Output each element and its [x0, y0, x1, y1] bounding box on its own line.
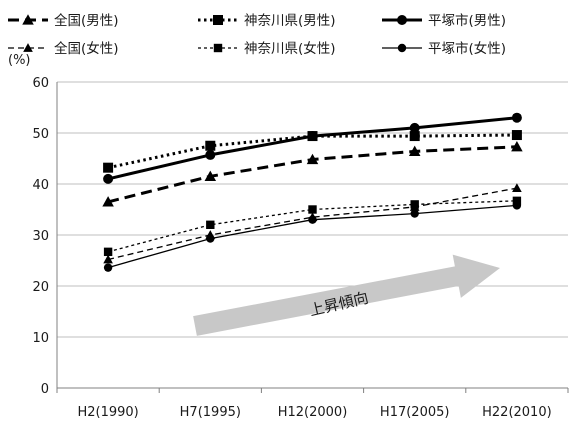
- data-point: [512, 201, 522, 210]
- data-point: [512, 183, 522, 192]
- data-point: [205, 149, 216, 160]
- x-tick-label: H22(2010): [482, 405, 552, 420]
- data-point: [308, 215, 317, 224]
- series-line: [107, 116, 518, 181]
- series-0: [102, 141, 523, 207]
- data-point: [205, 140, 216, 151]
- data-point: [204, 170, 217, 181]
- x-tick-label: H12(2000): [278, 405, 348, 420]
- data-point: [511, 130, 522, 141]
- series-lines: [102, 112, 523, 272]
- legend-label: 全国(男性): [54, 12, 119, 29]
- series-5: [103, 201, 522, 272]
- legend-label: 神奈川県(女性): [244, 40, 336, 57]
- data-point: [102, 196, 114, 207]
- data-point: [206, 220, 215, 229]
- x-tick-label: H17(2005): [380, 405, 450, 420]
- legend-item: 平塚市(女性): [382, 40, 506, 57]
- legend-item: 神奈川県(女性): [198, 40, 336, 57]
- data-point: [408, 145, 421, 156]
- legend-label: 平塚市(男性): [428, 12, 506, 29]
- legend-marker: [213, 15, 223, 25]
- data-point: [103, 254, 113, 264]
- data-point: [306, 153, 319, 165]
- data-point: [308, 205, 317, 214]
- legend-item: 全国(男性): [8, 12, 119, 29]
- data-point: [307, 131, 318, 142]
- series-4: [103, 196, 522, 257]
- y-tick-label: 60: [32, 76, 49, 91]
- legend-label: 平塚市(女性): [428, 40, 506, 57]
- x-tick-label: H2(1990): [77, 405, 138, 420]
- data-point: [103, 263, 113, 272]
- legend-item: 神奈川県(男性): [198, 13, 336, 29]
- legend-marker: [22, 14, 34, 25]
- data-point: [103, 173, 114, 184]
- data-point: [409, 131, 420, 142]
- legend-marker: [23, 43, 33, 52]
- trend-arrow-shape: [193, 254, 500, 336]
- legend: 全国(男性) 神奈川県(男性) 平塚市(男性) 全国(女性) 神奈川県(女性) 平塚市(女…: [8, 12, 506, 57]
- data-point: [511, 112, 522, 123]
- y-tick-label: 0: [41, 382, 49, 397]
- data-point: [512, 196, 522, 206]
- series-line: [107, 133, 517, 170]
- data-point: [409, 122, 420, 133]
- y-tick-label: 50: [32, 127, 49, 142]
- data-point: [410, 209, 419, 218]
- x-tick-label: H7(1995): [180, 405, 241, 420]
- axes: 0 10 20 30 40 50 60 H2(1990) H7(1995) H12(2000) H1…: [32, 76, 569, 420]
- data-point: [206, 234, 215, 243]
- data-point: [103, 247, 113, 257]
- legend-label: 神奈川県(男性): [244, 13, 336, 29]
- legend-marker: [213, 43, 223, 53]
- trend-arrow: [193, 254, 500, 336]
- legend-marker: [397, 15, 407, 25]
- legend-marker: [397, 43, 407, 53]
- data-point: [410, 200, 419, 209]
- series-2: [103, 112, 522, 184]
- data-point: [511, 141, 523, 152]
- legend-label: 全国(女性): [54, 40, 119, 57]
- data-point: [103, 162, 114, 173]
- y-tick-label: 20: [32, 280, 49, 295]
- y-tick-label: 30: [32, 229, 49, 244]
- y-tick-label: 40: [32, 178, 49, 193]
- legend-item: 全国(女性): [8, 40, 119, 57]
- legend-item: 平塚市(男性): [382, 12, 506, 29]
- y-axis-unit-label: (%): [8, 53, 31, 68]
- y-tick-label: 10: [32, 331, 49, 346]
- series-line: [107, 187, 518, 261]
